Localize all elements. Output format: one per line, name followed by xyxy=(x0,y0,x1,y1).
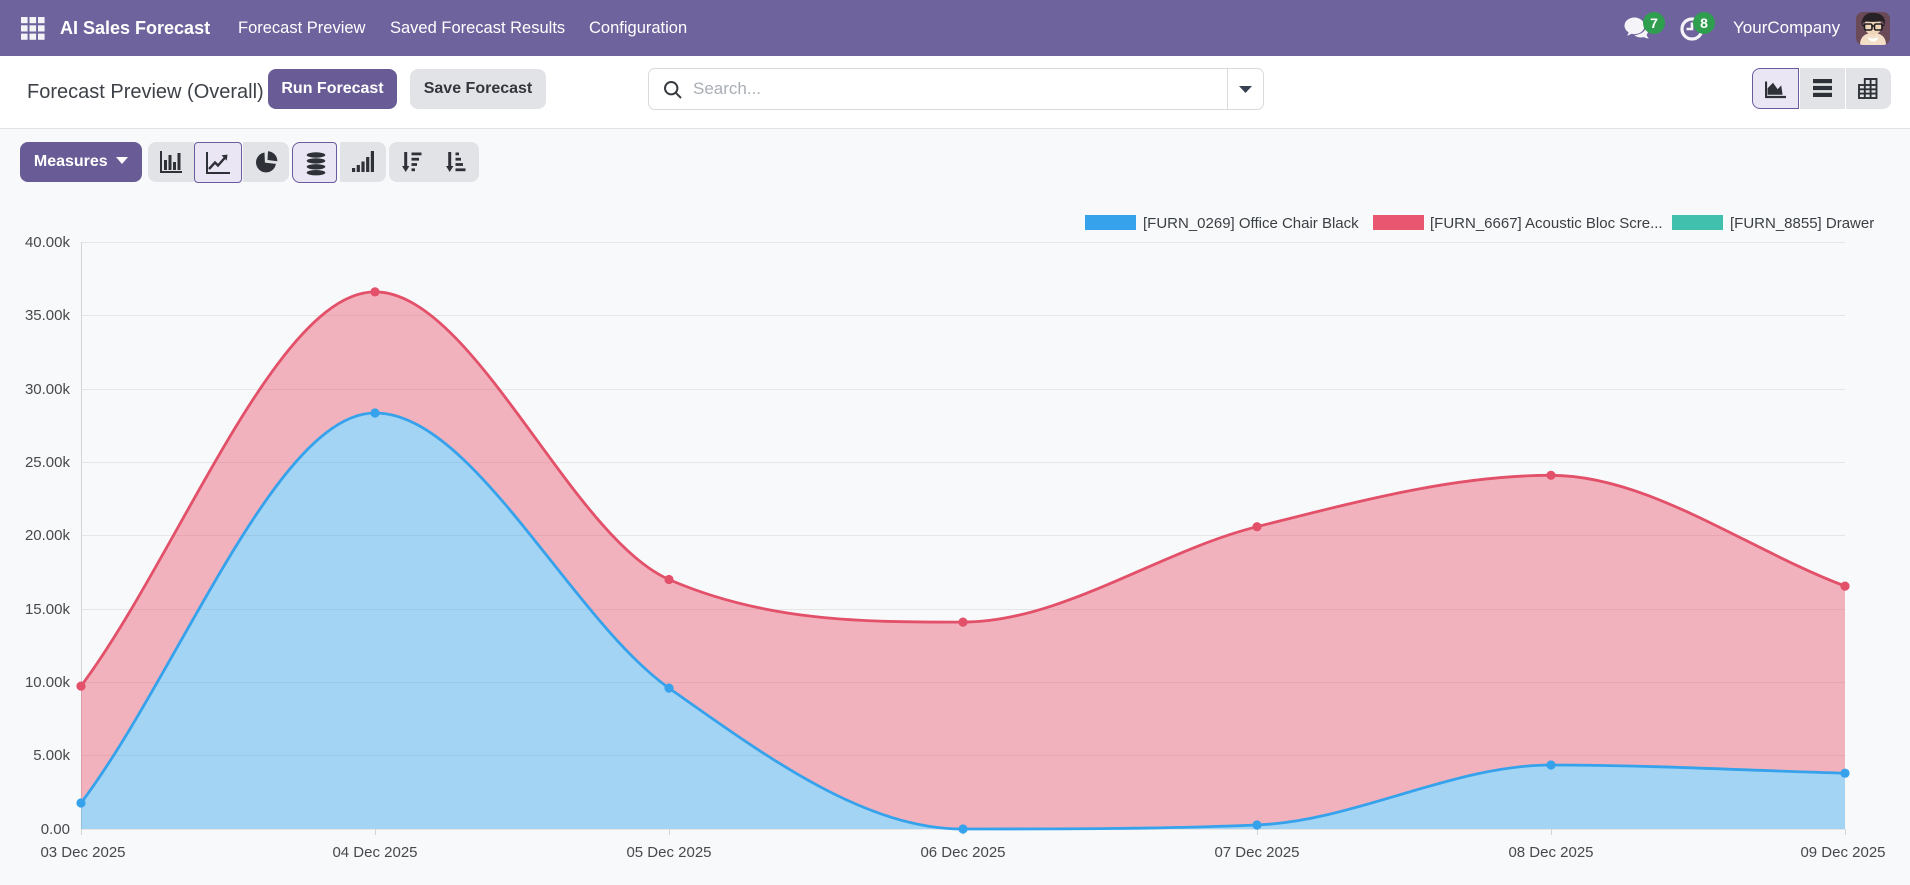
svg-text:5.00k: 5.00k xyxy=(33,747,70,764)
svg-text:[FURN_0269] Office Chair Black: [FURN_0269] Office Chair Black xyxy=(1143,215,1359,232)
svg-text:06 Dec 2025: 06 Dec 2025 xyxy=(920,844,1005,861)
svg-text:35.00k: 35.00k xyxy=(25,307,71,324)
svg-text:[FURN_8855] Drawer: [FURN_8855] Drawer xyxy=(1730,215,1874,232)
svg-text:09 Dec 2025: 09 Dec 2025 xyxy=(1800,844,1885,861)
svg-text:40.00k: 40.00k xyxy=(25,234,71,251)
svg-text:25.00k: 25.00k xyxy=(25,454,71,471)
svg-text:03 Dec 2025: 03 Dec 2025 xyxy=(40,844,125,861)
svg-text:08 Dec 2025: 08 Dec 2025 xyxy=(1508,844,1593,861)
svg-text:[FURN_6667] Acoustic Bloc Scre: [FURN_6667] Acoustic Bloc Scre... xyxy=(1430,215,1663,232)
svg-text:20.00k: 20.00k xyxy=(25,527,71,544)
svg-text:04 Dec 2025: 04 Dec 2025 xyxy=(332,844,417,861)
svg-text:07 Dec 2025: 07 Dec 2025 xyxy=(1214,844,1299,861)
svg-text:05 Dec 2025: 05 Dec 2025 xyxy=(626,844,711,861)
svg-text:30.00k: 30.00k xyxy=(25,381,71,398)
svg-text:10.00k: 10.00k xyxy=(25,674,71,691)
svg-text:0.00: 0.00 xyxy=(41,821,70,838)
svg-text:15.00k: 15.00k xyxy=(25,601,71,618)
